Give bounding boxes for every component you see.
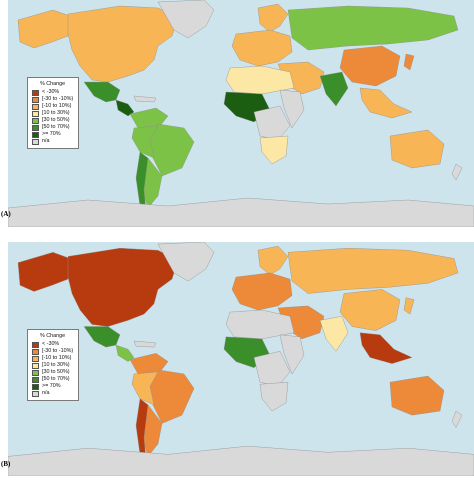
- legend-row: [-30 to -10%): [32, 96, 73, 103]
- legend-label: [-10 to 10%): [42, 103, 72, 109]
- region-india: [319, 315, 349, 352]
- legend-swatch: [32, 369, 39, 376]
- region-alaska: [17, 252, 71, 292]
- legend-label: >= 70%: [42, 383, 61, 389]
- legend-swatch: [32, 348, 39, 355]
- legend-row: < -30%: [32, 341, 73, 348]
- legend-b: % Change < -30% [-30 to -10%) [-10 to 10…: [27, 329, 80, 401]
- legend-label: [50 to 70%): [42, 376, 70, 382]
- region-australia: [389, 129, 445, 169]
- legend-label: [-30 to -10%): [42, 96, 74, 102]
- legend-label: [-30 to -10%): [42, 348, 74, 354]
- region-new-zealand: [451, 410, 463, 428]
- region-china: [339, 289, 401, 331]
- legend-title: % Change: [39, 81, 66, 87]
- legend-label: n/a: [42, 138, 50, 144]
- legend-row: [10 to 30%): [32, 362, 73, 369]
- legend-row: [50 to 70%): [32, 124, 73, 131]
- legend-row: n/a: [32, 390, 73, 397]
- legend-row: [10 to 30%): [32, 110, 73, 117]
- region-southern-africa: [259, 135, 289, 165]
- legend-label: [-10 to 10%): [42, 355, 72, 361]
- legend-swatch: [32, 138, 39, 145]
- region-peru-bolivia: [131, 371, 159, 406]
- legend-row: [-30 to -10%): [32, 348, 73, 355]
- world-map-b: [8, 242, 474, 476]
- map-panel-a: (A): [0, 0, 474, 227]
- legend-swatch: [32, 383, 39, 390]
- region-north-africa: [225, 309, 295, 340]
- legend-label: n/a: [42, 390, 50, 396]
- legend-row: >= 70%: [32, 383, 73, 390]
- panel-label-b: (B): [1, 460, 11, 468]
- legend-swatch: [32, 110, 39, 117]
- region-alaska: [17, 9, 71, 49]
- legend-label: < -30%: [42, 341, 60, 347]
- region-colombia-venezuela: [129, 353, 169, 375]
- region-east-africa: [279, 334, 305, 375]
- legend-swatch: [32, 390, 39, 397]
- legend-row: [30 to 50%): [32, 369, 73, 376]
- region-scandinavia: [257, 245, 289, 276]
- legend-swatch: [32, 355, 39, 362]
- region-central-africa: [253, 105, 291, 141]
- legend-row: n/a: [32, 138, 73, 145]
- region-caribbean: [133, 95, 157, 103]
- region-southeast-asia: [359, 87, 413, 119]
- legend-label: [50 to 70%): [42, 124, 70, 130]
- legend-row: [-10 to 10%): [32, 103, 73, 110]
- region-colombia-venezuela: [129, 107, 169, 129]
- legend-swatch: [32, 131, 39, 138]
- region-east-africa: [279, 89, 305, 129]
- legend-swatch: [32, 96, 39, 103]
- map-panel-b: (B): [0, 242, 474, 476]
- legend-label: >= 70%: [42, 131, 61, 137]
- region-europe: [231, 29, 293, 67]
- legend-row: [30 to 50%): [32, 117, 73, 124]
- panel-label-a: (A): [1, 210, 11, 218]
- land-regions: [8, 242, 474, 476]
- region-japan: [403, 297, 415, 315]
- legend-swatch: [32, 117, 39, 124]
- region-greenland: [157, 242, 215, 282]
- legend-label: [10 to 30%): [42, 110, 70, 116]
- legend-row: < -30%: [32, 89, 73, 96]
- region-central-africa: [253, 351, 291, 387]
- legend-label: [10 to 30%): [42, 362, 70, 368]
- world-map-a: [8, 0, 474, 227]
- region-europe: [231, 272, 293, 311]
- region-north-africa: [225, 65, 295, 95]
- legend-row: [-10 to 10%): [32, 355, 73, 362]
- legend-title: % Change: [39, 333, 66, 339]
- region-caribbean: [133, 340, 157, 348]
- region-scandinavia: [257, 3, 289, 33]
- legend-swatch: [32, 89, 39, 96]
- region-india: [319, 71, 349, 107]
- region-australia: [389, 375, 445, 416]
- region-greenland: [157, 0, 215, 39]
- legend-label: < -30%: [42, 89, 60, 95]
- legend-swatch: [32, 362, 39, 369]
- region-southeast-asia: [359, 332, 413, 364]
- legend-swatch: [32, 341, 39, 348]
- region-russia: [287, 247, 459, 294]
- region-japan: [403, 53, 415, 71]
- legend-swatch: [32, 124, 39, 131]
- region-southern-africa: [259, 381, 289, 412]
- region-antarctica: [8, 197, 474, 227]
- region-china: [339, 45, 401, 87]
- legend-a: % Change < -30% [-30 to -10%) [-10 to 10…: [27, 77, 80, 149]
- legend-label: [30 to 50%): [42, 117, 70, 123]
- legend-row: >= 70%: [32, 131, 73, 138]
- legend-row: [50 to 70%): [32, 376, 73, 383]
- land-regions: [8, 0, 474, 227]
- region-peru-bolivia: [131, 125, 159, 159]
- legend-label: [30 to 50%): [42, 369, 70, 375]
- region-new-zealand: [451, 163, 463, 181]
- region-antarctica: [8, 445, 474, 476]
- legend-swatch: [32, 376, 39, 383]
- legend-swatch: [32, 103, 39, 110]
- region-russia: [287, 5, 459, 51]
